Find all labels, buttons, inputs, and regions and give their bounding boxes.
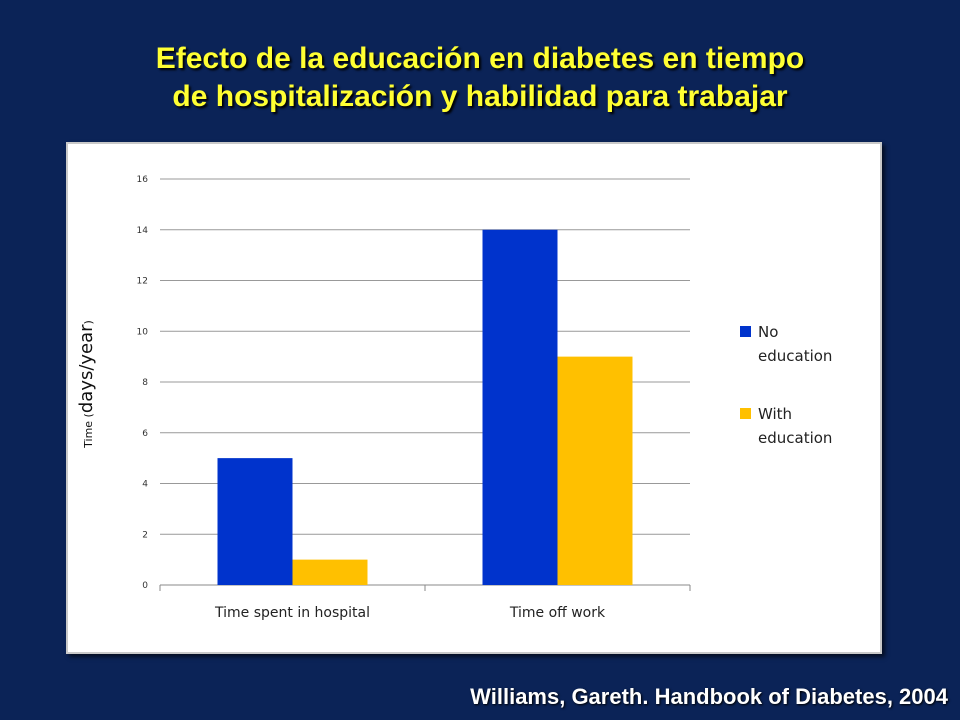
bar bbox=[292, 559, 368, 585]
bar-chart: 0 2 4 6 8 10 12 14 16 Time spent in hospital Time … bbox=[76, 175, 832, 621]
slide-title-line-2: de hospitalización y habilidad para trab… bbox=[172, 80, 788, 113]
legend-label-word: No bbox=[758, 323, 778, 341]
legend-swatch bbox=[740, 326, 751, 337]
y-tick-label: 6 bbox=[142, 429, 148, 439]
slide-title: Efecto de la educación en diabetes en ti… bbox=[0, 40, 960, 116]
bar bbox=[557, 356, 633, 585]
y-tick-label: 2 bbox=[142, 530, 148, 540]
bar bbox=[217, 458, 293, 585]
slide-title-line-1: Efecto de la educación en diabetes en ti… bbox=[155, 42, 805, 75]
y-tick-label: 10 bbox=[137, 327, 149, 337]
x-category-label: Time spent in hospital bbox=[214, 605, 370, 621]
y-tick-label: 8 bbox=[142, 378, 148, 388]
y-tick-label: 16 bbox=[137, 175, 149, 185]
legend-swatch bbox=[740, 408, 751, 419]
legend-label-word: education bbox=[758, 429, 832, 447]
legend-label: No education bbox=[758, 323, 832, 365]
y-axis-label-part: days/year bbox=[76, 324, 97, 413]
y-tick-label: 0 bbox=[142, 581, 148, 591]
y-axis-label-part: Time ( bbox=[82, 413, 95, 449]
source-citation: Williams, Gareth. Handbook of Diabetes, … bbox=[470, 684, 948, 709]
y-tick-label: 12 bbox=[137, 277, 148, 287]
x-category-label: Time off work bbox=[509, 605, 606, 621]
legend-label-word: education bbox=[758, 347, 832, 365]
y-axis-label: Time (days/year) bbox=[76, 320, 97, 449]
bar bbox=[482, 229, 558, 585]
y-axis-label-part: ) bbox=[82, 320, 95, 324]
y-tick-label: 14 bbox=[137, 226, 149, 236]
legend-label: With education bbox=[758, 405, 832, 447]
y-tick-label: 4 bbox=[142, 480, 148, 490]
chart-panel: 0 2 4 6 8 10 12 14 16 Time spent in hospital Time … bbox=[66, 142, 882, 654]
legend-label-word: With bbox=[758, 405, 792, 423]
